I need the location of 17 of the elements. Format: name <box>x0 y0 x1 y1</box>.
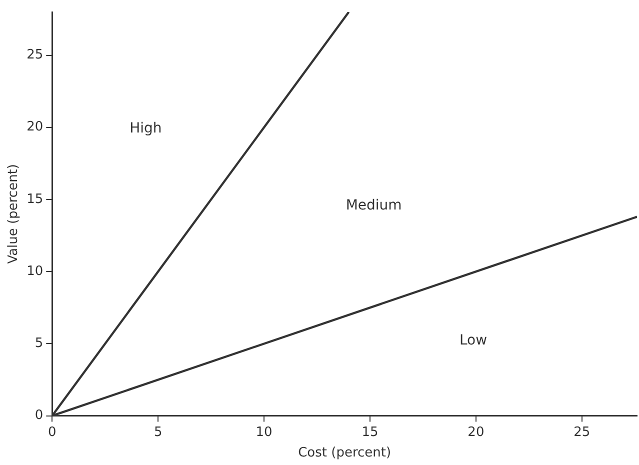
annotation: Low <box>459 332 488 349</box>
y-tick-label: 25 <box>26 48 44 63</box>
y-tick-label: 15 <box>26 192 44 207</box>
y-tick-label: 5 <box>34 336 44 352</box>
x-tick-label: 10 <box>256 424 272 440</box>
y-tick-label: 10 <box>26 264 44 279</box>
x-tick-label: 0 <box>48 424 56 440</box>
x-tick-label: 20 <box>468 424 484 440</box>
y-tick-label: 0 <box>34 408 44 424</box>
y-axis-title: Value (percent) <box>6 164 22 264</box>
x-tick-label: 15 <box>362 424 378 440</box>
x-axis-title: Cost (percent) <box>298 446 392 461</box>
annotation: High <box>130 120 162 137</box>
annotation: Medium <box>346 197 402 214</box>
x-tick-label: 25 <box>574 424 590 440</box>
y-tick-label: 20 <box>26 120 44 135</box>
x-tick-label: 5 <box>154 424 162 440</box>
